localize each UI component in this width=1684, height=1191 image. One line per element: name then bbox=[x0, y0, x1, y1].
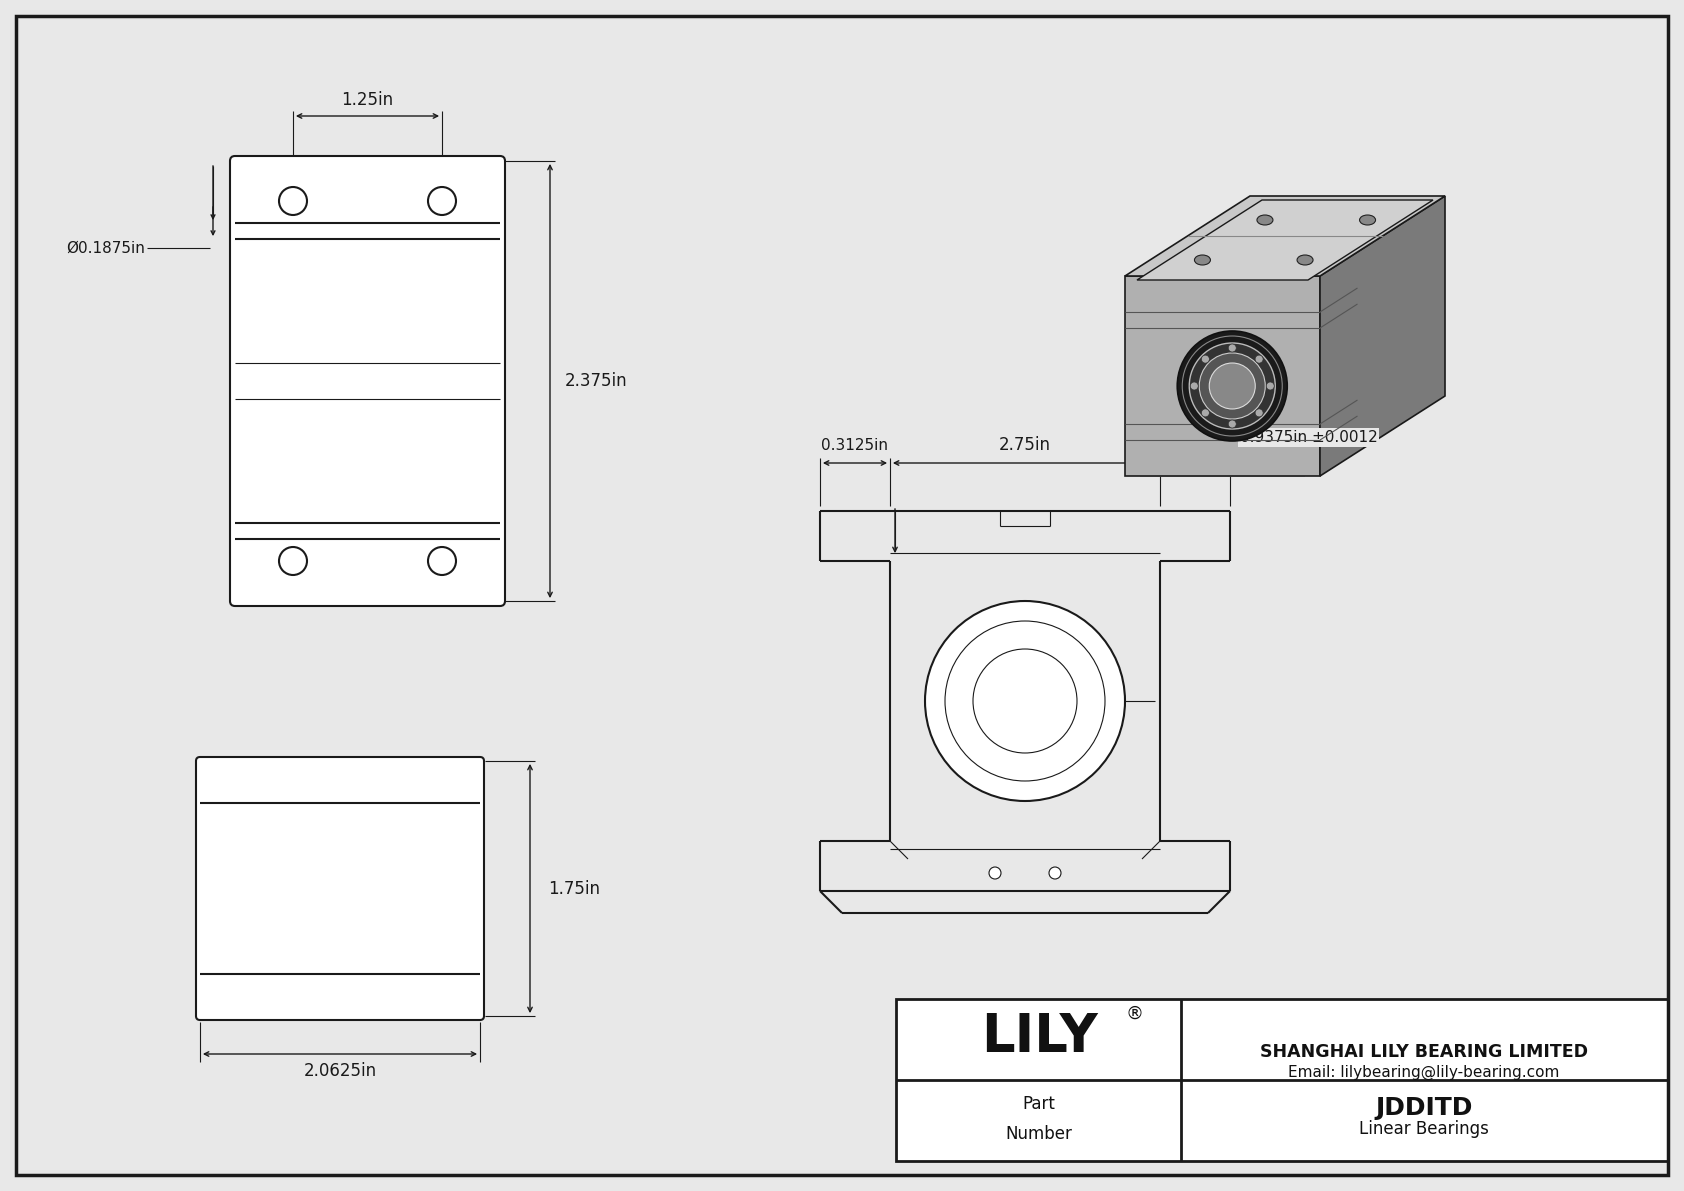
Circle shape bbox=[925, 601, 1125, 802]
Text: 2.375in: 2.375in bbox=[564, 372, 628, 389]
Ellipse shape bbox=[1194, 255, 1211, 266]
Circle shape bbox=[280, 547, 306, 575]
Circle shape bbox=[1255, 355, 1263, 363]
Circle shape bbox=[1266, 382, 1275, 389]
Text: 2.75in: 2.75in bbox=[999, 436, 1051, 454]
Circle shape bbox=[945, 621, 1105, 781]
Circle shape bbox=[1191, 382, 1199, 389]
Text: Linear Bearings: Linear Bearings bbox=[1359, 1120, 1489, 1137]
Text: JDDITD: JDDITD bbox=[1376, 1096, 1474, 1120]
Text: LILY: LILY bbox=[980, 1011, 1098, 1064]
Circle shape bbox=[1228, 420, 1236, 428]
Text: ®: ® bbox=[1125, 1005, 1143, 1023]
Circle shape bbox=[1201, 409, 1209, 417]
FancyBboxPatch shape bbox=[231, 156, 505, 606]
Polygon shape bbox=[1137, 200, 1433, 280]
Text: 1.75in: 1.75in bbox=[547, 880, 600, 898]
Text: SHANGHAI LILY BEARING LIMITED: SHANGHAI LILY BEARING LIMITED bbox=[1260, 1043, 1588, 1061]
Ellipse shape bbox=[1359, 216, 1376, 225]
Polygon shape bbox=[1125, 276, 1320, 476]
Text: 2.0625in: 2.0625in bbox=[303, 1062, 377, 1080]
FancyBboxPatch shape bbox=[195, 757, 483, 1019]
Circle shape bbox=[1177, 331, 1287, 441]
Circle shape bbox=[989, 867, 1000, 879]
Ellipse shape bbox=[1297, 255, 1314, 266]
Circle shape bbox=[1201, 355, 1209, 363]
Circle shape bbox=[1049, 867, 1061, 879]
Text: Email: lilybearing@lily-bearing.com: Email: lilybearing@lily-bearing.com bbox=[1288, 1065, 1559, 1079]
Circle shape bbox=[1199, 353, 1265, 419]
Text: 0.9375in ±0.0012: 0.9375in ±0.0012 bbox=[1239, 430, 1378, 445]
Circle shape bbox=[280, 187, 306, 216]
Bar bbox=[896, 999, 1667, 1161]
Circle shape bbox=[973, 649, 1078, 753]
Text: 0.3125in: 0.3125in bbox=[822, 437, 889, 453]
Circle shape bbox=[1182, 336, 1282, 436]
Ellipse shape bbox=[1256, 216, 1273, 225]
Circle shape bbox=[1228, 344, 1236, 353]
Text: Ø0.1875in: Ø0.1875in bbox=[66, 241, 145, 256]
Text: 1.25in: 1.25in bbox=[340, 91, 392, 110]
Circle shape bbox=[428, 187, 456, 216]
Text: Part
Number: Part Number bbox=[1005, 1096, 1073, 1142]
Circle shape bbox=[428, 547, 456, 575]
Circle shape bbox=[1209, 363, 1255, 409]
Polygon shape bbox=[1125, 197, 1445, 276]
Circle shape bbox=[1255, 409, 1263, 417]
Polygon shape bbox=[1320, 197, 1445, 476]
Circle shape bbox=[1189, 343, 1275, 429]
